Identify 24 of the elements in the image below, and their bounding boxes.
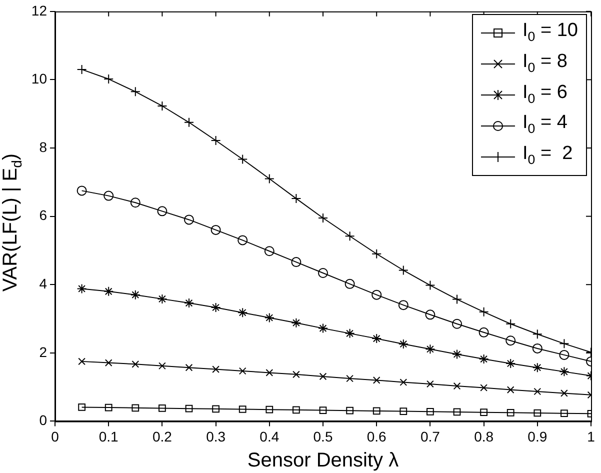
legend-label: I$_{0}$ = 4: [522, 111, 568, 138]
y-tick-label: 6: [39, 207, 48, 224]
x-tick-label: 0.3: [206, 428, 226, 444]
legend-label: I$_{0}$ = 6: [522, 80, 568, 108]
x-tick-label: 0: [51, 428, 60, 444]
x-axis-title: Sensor Density λ: [247, 450, 399, 472]
x-tick-label: 0.6: [366, 428, 387, 444]
x-tick-label: 0.7: [420, 428, 440, 444]
x-tick-label: 0.2: [152, 428, 172, 444]
x-tick-label: 0.5: [313, 428, 333, 444]
y-tick-label: 12: [31, 2, 48, 18]
y-tick-label: 8: [39, 138, 48, 155]
y-tick-label: 10: [31, 70, 48, 87]
x-tick-label: 0.8: [474, 428, 494, 444]
x-tick-label: 0.1: [98, 428, 119, 444]
x-tick-label: 0.9: [528, 428, 548, 444]
x-tick-label: 1: [587, 428, 596, 444]
legend-label: I$_{0}$ = 10: [522, 19, 578, 46]
y-tick-label: 0: [39, 412, 48, 428]
y-tick-label: 2: [39, 344, 48, 360]
legend-label: I$_{0}$ = 8: [522, 50, 568, 77]
legend-label: I$_{0}$ = 2: [522, 142, 573, 169]
x-tick-label: 0.4: [260, 428, 280, 444]
y-tick-label: 4: [39, 275, 48, 292]
